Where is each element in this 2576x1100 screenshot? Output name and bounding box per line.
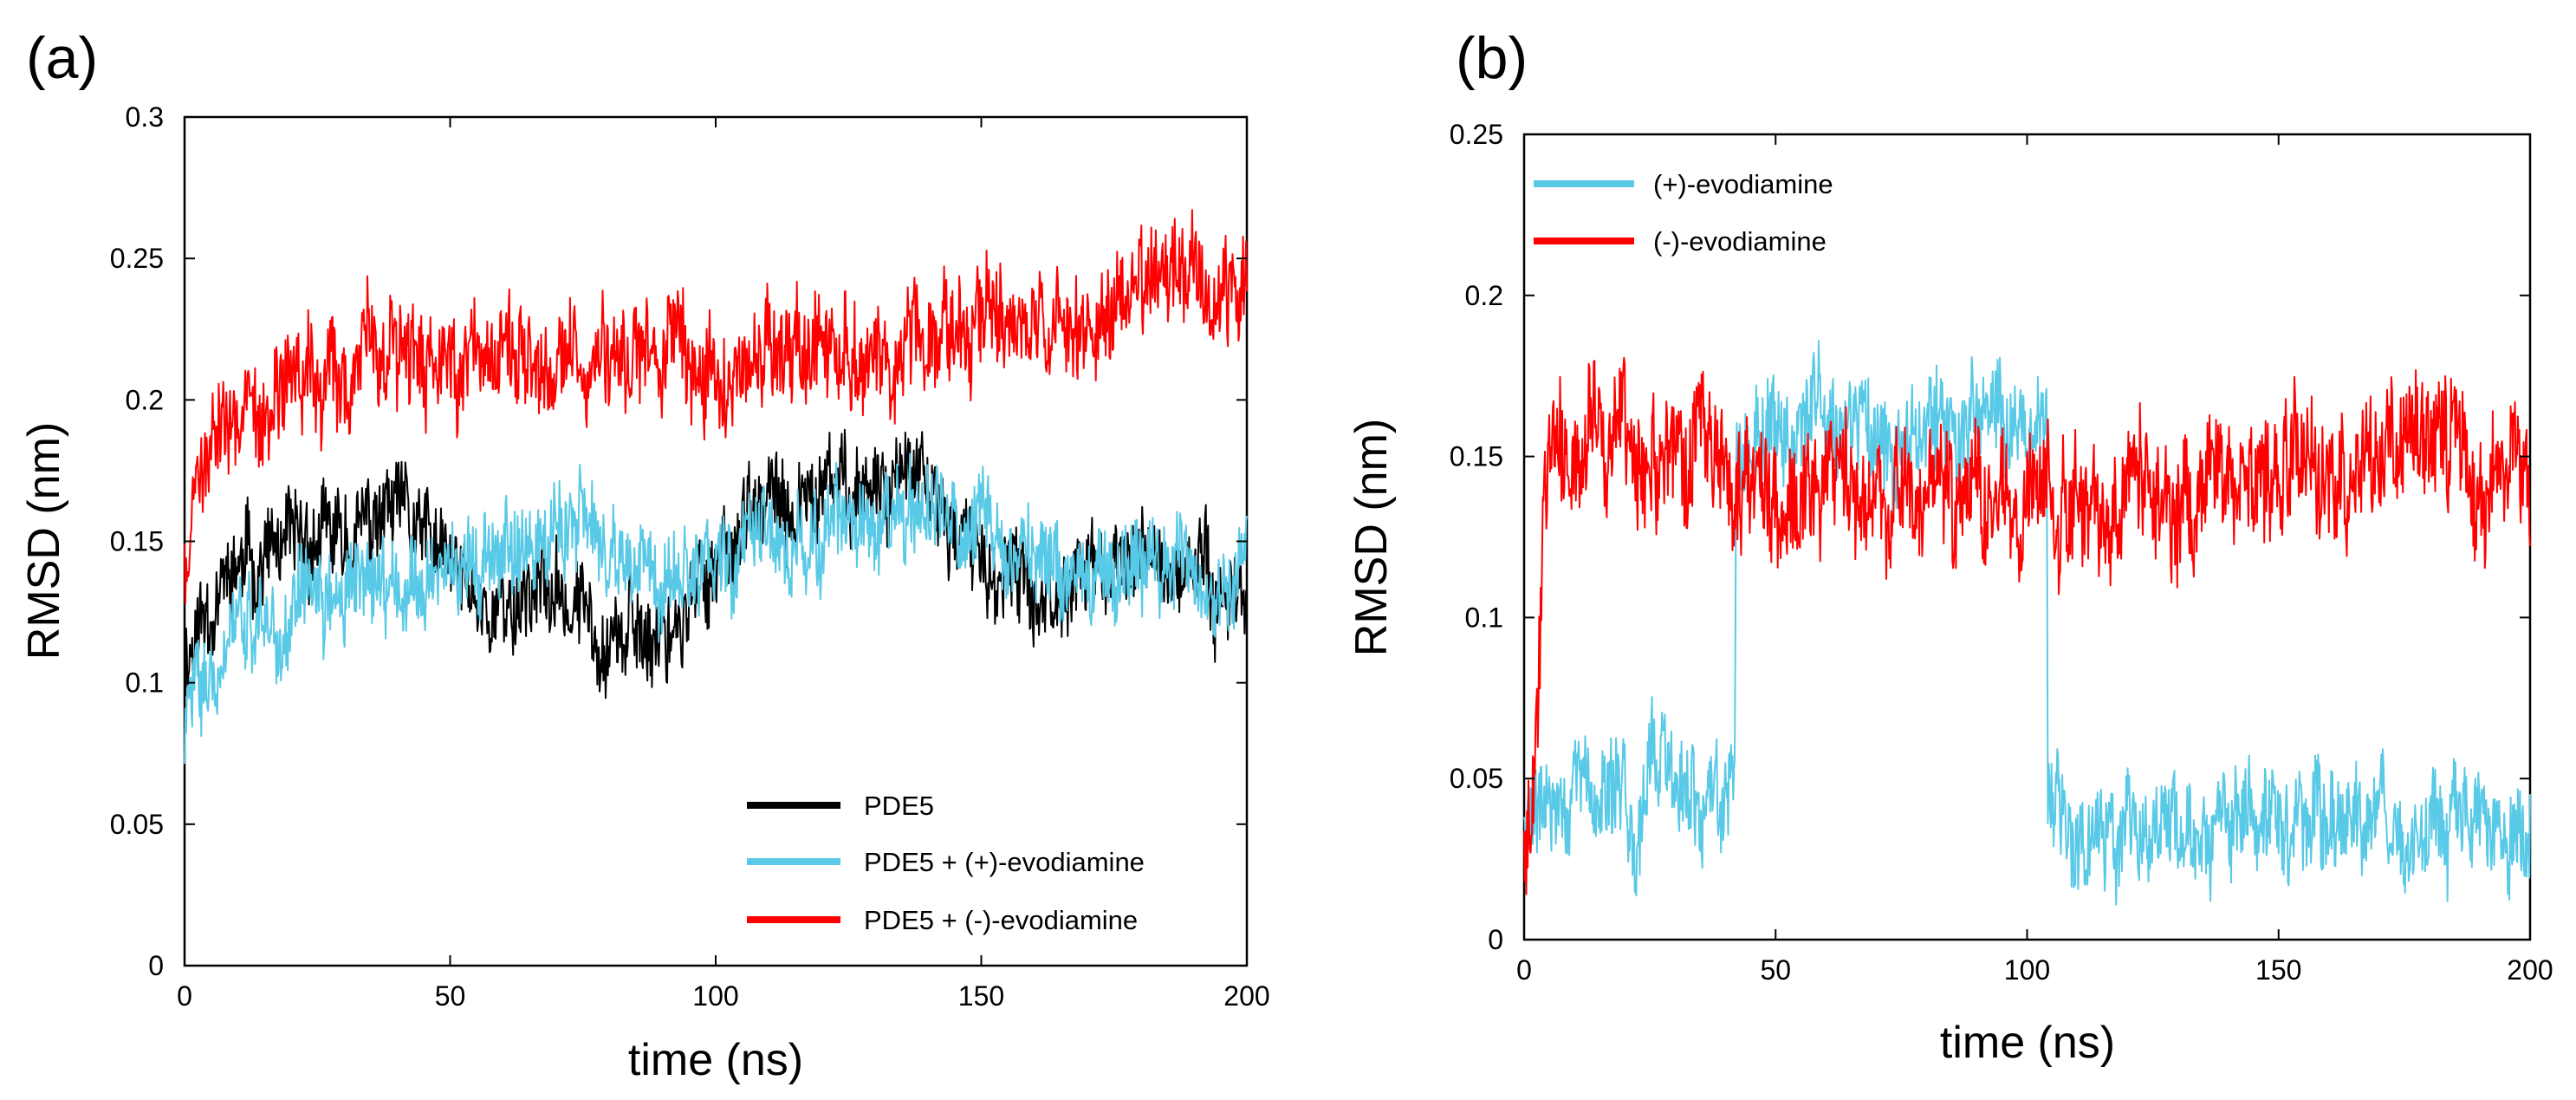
panel-a: (a) 0 50 100 150 200 0 0.05 0.1 0.15 0.2 0.25 0.3 t… (19, 25, 1270, 1085)
y-tick-label-0_3: 0.3 (126, 101, 164, 133)
panel-b-series-layer (1523, 340, 2531, 906)
x-tick-label-100: 100 (2004, 954, 2050, 986)
y-tick-label-0_25: 0.25 (110, 243, 164, 274)
legend-label-pde5: PDE5 (864, 791, 934, 821)
legend-label-plus-evodiamine: (+)-evodiamine (1653, 169, 1833, 199)
y-tick-label-0_05: 0.05 (110, 809, 164, 840)
x-tick-label-50: 50 (1760, 954, 1791, 986)
panel-a-letter: (a) (26, 25, 98, 91)
series-line-minus-evodiamine (1523, 356, 2531, 895)
y-tick-label-0_05: 0.05 (1450, 763, 1503, 794)
y-tick-label-0_2: 0.2 (1465, 280, 1503, 311)
panel-b-legend: (+)-evodiamine (-)-evodiamine (1534, 169, 1833, 257)
panel-a-x-axis-label: time (ns) (628, 1035, 803, 1085)
x-tick-label-0: 0 (1516, 954, 1532, 986)
x-tick-label-150: 150 (958, 980, 1004, 1012)
series-line-pde5-plus-plus-evodiamine (184, 452, 1248, 765)
panel-a-y-axis-label: RMSD (nm) (19, 422, 69, 660)
y-tick-label-0: 0 (1488, 924, 1503, 955)
panel-b-ticks: 0 50 100 150 200 0 0.05 0.1 0.15 0.2 0.25 (1450, 119, 2553, 986)
x-tick-label-100: 100 (692, 980, 738, 1012)
legend-label-pde5-plus-evodiamine: PDE5 + (+)-evodiamine (864, 847, 1145, 877)
series-line-pde5-plus-minus-evodiamine (184, 209, 1248, 605)
panel-b: (b) 0 50 100 150 200 0 0.05 0.1 0.15 0.2 0.25 time… (1346, 25, 2553, 1068)
x-tick-label-200: 200 (2507, 954, 2553, 986)
y-tick-label-0_15: 0.15 (1450, 441, 1503, 472)
panel-b-letter: (b) (1456, 25, 1528, 91)
panel-b-y-axis-label: RMSD (nm) (1346, 419, 1397, 656)
series-line-plus-evodiamine (1523, 340, 2531, 906)
x-tick-label-50: 50 (435, 980, 466, 1012)
y-tick-label-0_1: 0.1 (1465, 602, 1503, 633)
y-tick-label-0: 0 (148, 950, 164, 981)
y-tick-label-0_25: 0.25 (1450, 119, 1503, 150)
x-tick-label-200: 200 (1223, 980, 1269, 1012)
y-tick-label-0_15: 0.15 (110, 526, 164, 557)
legend-label-minus-evodiamine: (-)-evodiamine (1653, 226, 1827, 257)
panel-b-x-axis-label: time (ns) (1940, 1018, 2115, 1068)
panel-a-ticks: 0 50 100 150 200 0 0.05 0.1 0.15 0.2 0.25 0.3 (110, 101, 1270, 1012)
panel-a-series-layer (184, 209, 1248, 765)
y-tick-label-0_2: 0.2 (126, 384, 164, 415)
x-tick-label-0: 0 (177, 980, 192, 1012)
panel-a-legend: PDE5 PDE5 + (+)-evodiamine PDE5 + (-)-ev… (747, 791, 1145, 935)
legend-label-pde5-minus-evodiamine: PDE5 + (-)-evodiamine (864, 905, 1138, 935)
y-tick-label-0_1: 0.1 (126, 667, 164, 699)
x-tick-label-150: 150 (2255, 954, 2301, 986)
